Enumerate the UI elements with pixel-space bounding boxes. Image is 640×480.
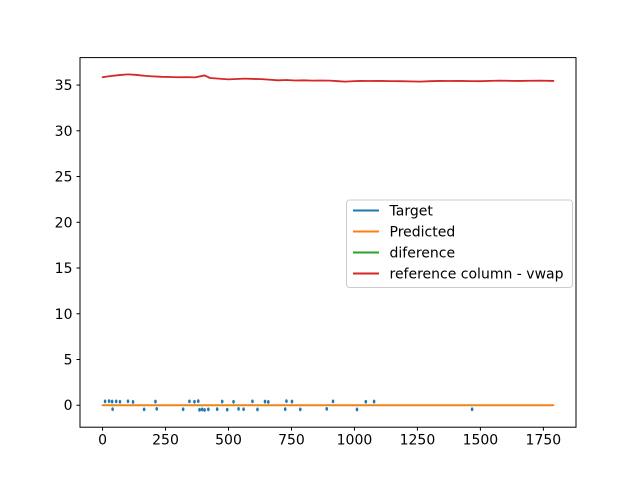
data-point [237, 407, 240, 411]
data-point [203, 408, 206, 412]
y-tick-label: 5 [64, 353, 73, 369]
legend-label-reference-column-vwap: reference column - vwap [390, 267, 564, 283]
legend-label-diference: diference [390, 246, 456, 262]
x-tick-label: 500 [215, 433, 242, 449]
y-tick-label: 10 [55, 307, 73, 323]
data-point [470, 407, 474, 412]
data-point [126, 399, 130, 404]
data-point [232, 399, 235, 404]
data-point [196, 399, 200, 404]
data-point [193, 399, 196, 404]
data-point [298, 407, 302, 412]
data-point [181, 407, 185, 412]
x-tick-label: 750 [278, 433, 305, 449]
data-point [263, 399, 267, 404]
data-point [285, 399, 288, 404]
plot-border [79, 57, 577, 428]
x-tick-label: 250 [152, 433, 179, 449]
data-point [256, 407, 259, 412]
legend-label-predicted: Predicted [390, 225, 456, 241]
data-point [107, 399, 111, 404]
data-point [154, 399, 157, 404]
data-point [355, 407, 359, 412]
y-tick-label: 30 [55, 124, 73, 140]
data-point [155, 407, 158, 411]
data-point [110, 399, 114, 404]
series-reference-column-vwap-line [101, 73, 555, 83]
data-point [290, 399, 294, 404]
data-point [114, 399, 118, 404]
data-point [111, 407, 114, 411]
data-point [142, 407, 146, 412]
data-point [242, 407, 245, 412]
data-point [131, 400, 135, 404]
data-point [118, 399, 122, 404]
data-point [225, 407, 229, 412]
data-point [267, 400, 270, 404]
legend-label-target: Target [389, 204, 434, 220]
series-target-points [103, 399, 474, 412]
y-tick-label: 20 [55, 215, 73, 231]
data-point [215, 407, 219, 411]
x-tick-label: 1000 [337, 433, 373, 449]
x-tick-label: 1750 [526, 433, 562, 449]
data-point [220, 399, 224, 404]
y-tick-label: 15 [55, 261, 73, 277]
data-point [372, 399, 376, 404]
data-point [198, 407, 201, 412]
x-tick-label: 1250 [400, 433, 436, 449]
y-tick-label: 25 [55, 170, 73, 186]
y-tick-label: 35 [55, 78, 73, 94]
y-tick-label: 0 [64, 398, 73, 414]
data-point [200, 407, 204, 412]
x-tick-label: 0 [98, 433, 107, 449]
legend-box [346, 199, 573, 288]
data-point [364, 399, 368, 404]
data-point [207, 407, 210, 412]
data-point [251, 399, 254, 404]
data-point [103, 399, 107, 404]
data-point [325, 407, 329, 411]
data-point [188, 399, 191, 404]
data-point [331, 399, 335, 404]
data-point [283, 407, 287, 411]
x-tick-label: 1500 [463, 433, 499, 449]
